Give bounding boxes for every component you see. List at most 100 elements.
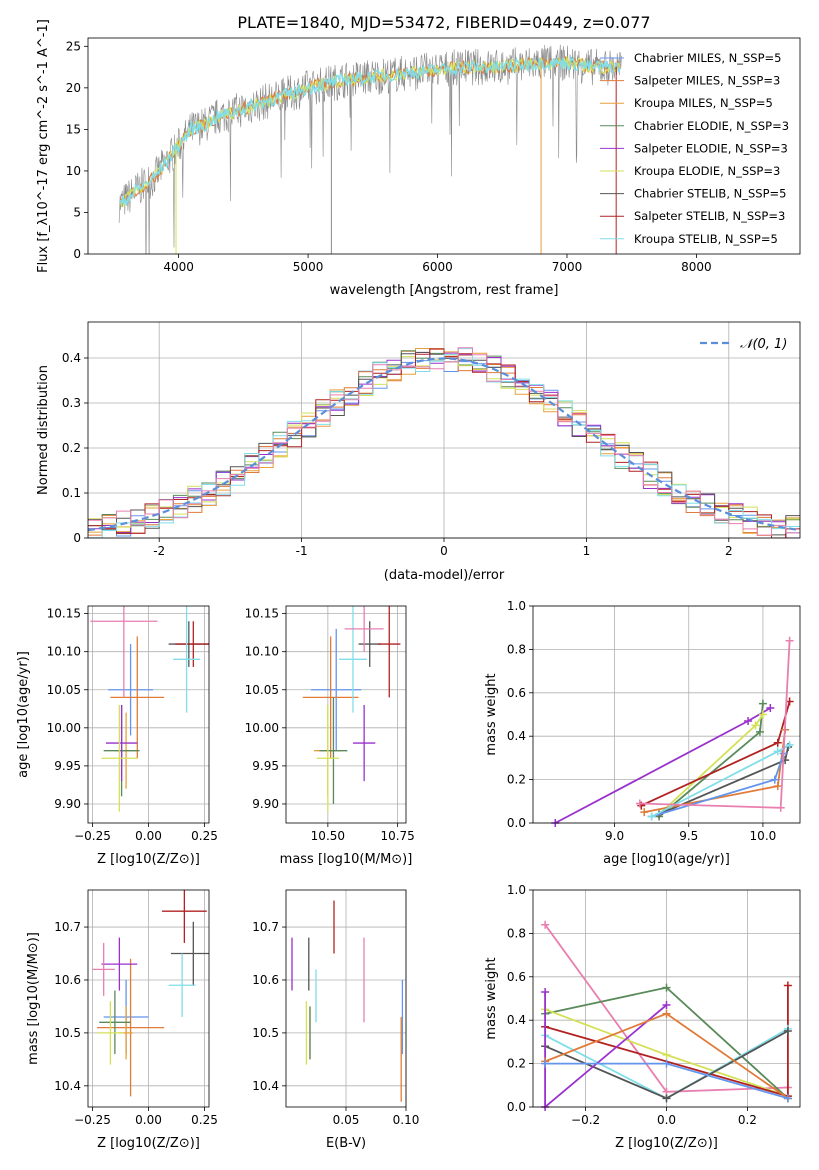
mass-weight-marker [773, 738, 782, 747]
x-axis-label: wavelength [Angstrom, rest frame] [330, 283, 559, 298]
x-tick-label: 0.05 [333, 1113, 360, 1127]
axes-age_vs_mass: 10.50 10.75 9.90 9.95 10.00 10.05 10.10 10.15 ma… [245, 605, 415, 867]
plot-area [118, 44, 622, 254]
axes-frame [285, 605, 407, 824]
axes-frame [87, 37, 801, 255]
x-tick-label: 0.00 [135, 1113, 162, 1127]
plot-area [291, 900, 404, 1102]
x-axis-label: Z [log10(Z/Z⊙)] [97, 852, 200, 867]
y-axis-label: age [log10(age/yr)] [16, 651, 31, 778]
mass-weight-marker [773, 782, 782, 791]
y-axis-label: mass weight [484, 673, 499, 755]
legend-label: Kroupa STELIB, N_SSP=5 [634, 232, 778, 246]
x-tick-label: 10.0 [750, 829, 777, 843]
legend: Chabrier MILES, N_SSP=5 Salpeter MILES, N… [600, 51, 789, 246]
x-axis-label: Z [log10(Z/Z⊙)] [97, 1136, 200, 1151]
x-tick-label: 0.2 [738, 1113, 757, 1127]
axes-spectrum: 4000 5000 6000 7000 8000 0 5 10 15 20 25 wavelength… [36, 19, 801, 298]
spectrum-model-line [119, 55, 621, 206]
y-tick-label: 0.8 [507, 926, 526, 940]
mass-weight-marker [541, 1059, 550, 1068]
mass-weight-marker [635, 799, 644, 808]
mass-weight-marker [541, 987, 550, 996]
y-tick-label: 10.4 [54, 1079, 81, 1093]
x-axis-label: (data-model)/error [384, 568, 505, 583]
y-tick-label: 0.4 [507, 729, 526, 743]
y-tick-label: 0.1 [62, 486, 81, 500]
legend-label: Salpeter ELODIE, N_SSP=3 [634, 141, 788, 155]
y-tick-label: 9.95 [252, 759, 279, 773]
x-axis-label: mass [log10(M/M⊙)] [280, 852, 413, 867]
x-tick-label: 8000 [681, 260, 712, 274]
x-axis-label: age [log10(age/yr)] [603, 852, 730, 867]
x-tick-label: -1 [296, 544, 308, 558]
x-tick-label: -2 [153, 544, 165, 558]
y-tick-label: 20 [66, 81, 81, 95]
x-tick-label: 0.25 [191, 829, 218, 843]
x-tick-label: 9.5 [679, 829, 698, 843]
y-tick-label: 10.00 [47, 721, 81, 735]
x-tick-label: 0.00 [135, 829, 162, 843]
axes-mass_vs_EBV: 0.05 0.10 10.4 10.5 10.6 10.7 E(B-V) [252, 889, 419, 1151]
legend-label: Salpeter MILES, N_SSP=3 [634, 74, 780, 88]
y-tick-label: 10.05 [47, 683, 81, 697]
y-tick-label: 10.05 [245, 683, 279, 697]
y-tick-label: 0.8 [507, 642, 526, 656]
mass-weight-marker [770, 775, 779, 784]
x-axis-label: Z [log10(Z/Z⊙)] [615, 1136, 718, 1151]
mass-weight-marker [766, 703, 775, 712]
x-tick-label: 2 [725, 544, 733, 558]
mass-weight-marker [662, 1050, 671, 1059]
plot-area [551, 636, 794, 827]
x-tick-label: 0.0 [657, 1113, 676, 1127]
mass-weight-marker [662, 1059, 671, 1068]
mass-weight-marker [662, 1001, 671, 1010]
y-tick-label: 10.5 [54, 1026, 81, 1040]
y-tick-label: 10.6 [252, 973, 279, 987]
y-tick-label: 0 [73, 531, 81, 545]
mass-weight-marker [758, 699, 767, 708]
y-tick-label: 0.2 [507, 773, 526, 787]
legend-label: Chabrier STELIB, N_SSP=5 [634, 187, 786, 201]
legend-label: Chabrier MILES, N_SSP=5 [634, 51, 781, 65]
mass-weight-marker [783, 981, 792, 990]
x-tick-label: 5000 [293, 260, 324, 274]
y-tick-label: 10.15 [47, 607, 81, 621]
y-tick-label: 10.00 [245, 721, 279, 735]
y-axis-label: mass [log10(M/M⊙)] [26, 932, 41, 1065]
y-tick-label: 1.0 [507, 883, 526, 897]
mass-weight-marker [647, 812, 656, 821]
normal-curve [88, 357, 800, 532]
y-tick-label: 10.6 [54, 973, 81, 987]
x-tick-label: 6000 [422, 260, 453, 274]
mass-weight-marker [662, 1094, 671, 1103]
y-tick-label: 0.4 [507, 1013, 526, 1027]
x-tick-label: 10.75 [380, 829, 414, 843]
plot-area [90, 606, 209, 812]
mass-weight-marker [755, 727, 764, 736]
legend: 𝒩(0, 1) [700, 337, 787, 352]
axes-mw_vs_Z: −0.2 0.0 0.2 0.0 0.2 0.4 0.6 0.8 1.0 Z [log10(Z/Z… [484, 883, 801, 1151]
y-tick-label: 9.90 [252, 797, 279, 811]
x-tick-label: 10.50 [311, 829, 345, 843]
mass-weight-marker [541, 920, 550, 929]
mass-weight-marker [744, 717, 753, 726]
x-tick-label: 0 [440, 544, 448, 558]
y-tick-label: 10.7 [252, 920, 279, 934]
y-tick-label: 10.7 [54, 920, 81, 934]
axes-mass_vs_Z: −0.25 0.00 0.25 10.4 10.5 10.6 10.7 Z [log10(Z/… [26, 889, 218, 1151]
x-tick-label: 7000 [552, 260, 583, 274]
mass-weight-marker [783, 1094, 792, 1103]
x-tick-label: 0.25 [191, 1113, 218, 1127]
y-tick-label: 0.0 [507, 816, 526, 830]
axes-age_vs_Z: −0.25 0.00 0.25 9.90 9.95 10.00 10.05 10.10 10.1… [16, 605, 218, 867]
mass-weight-marker [662, 1009, 671, 1018]
y-tick-label: 1.0 [507, 599, 526, 613]
mass-weight-marker [640, 808, 649, 817]
y-axis-label: mass weight [484, 957, 499, 1039]
y-tick-label: 10.5 [252, 1026, 279, 1040]
y-axis-label: Flux [f_λ10^-17 erg cm^-2 s^-1 A^-1] [36, 19, 51, 273]
plot-area [88, 347, 800, 538]
y-tick-label: 9.90 [54, 797, 81, 811]
